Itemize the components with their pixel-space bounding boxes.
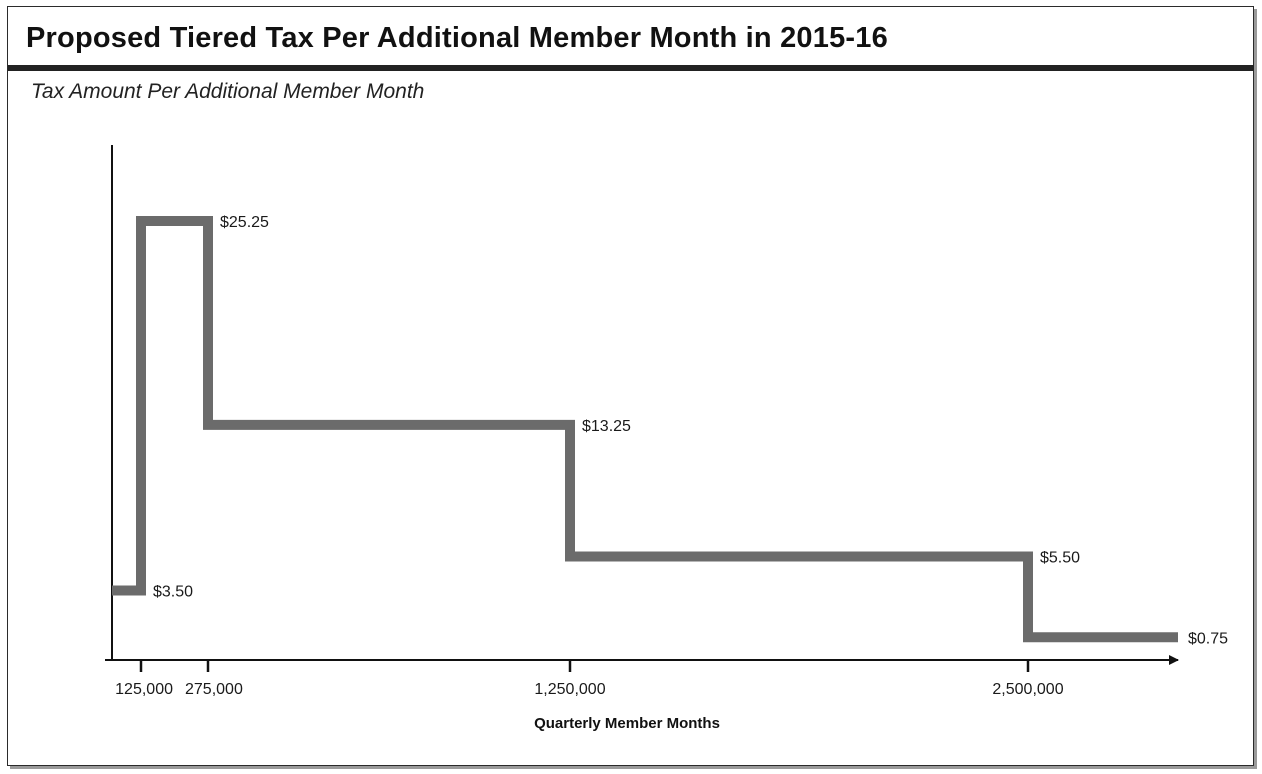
x-tick-label: 2,500,000 xyxy=(992,681,1063,698)
tier-value-labels: $3.50 $25.25 $13.25 $5.50 $0.75 xyxy=(153,214,1228,647)
tier-value-label: $25.25 xyxy=(220,214,269,231)
tax-step-line xyxy=(112,216,1178,643)
chart-subtitle: Tax Amount Per Additional Member Month xyxy=(31,80,425,103)
tier-value-label: $5.50 xyxy=(1040,550,1080,567)
x-tick-label: 1,250,000 xyxy=(534,681,605,698)
tier-value-label: $13.25 xyxy=(582,418,631,435)
tier-value-label: $0.75 xyxy=(1188,630,1228,647)
x-axis-title: Quarterly Member Months xyxy=(534,715,720,732)
x-tick-label: 275,000 xyxy=(185,681,243,698)
x-tick-label: 125,000 xyxy=(115,681,173,698)
x-ticks: 125,000 275,000 1,250,000 2,500,000 xyxy=(115,660,1064,698)
chart-title: Proposed Tiered Tax Per Additional Membe… xyxy=(26,22,888,54)
tier-value-label: $3.50 xyxy=(153,584,193,601)
title-divider xyxy=(8,65,1254,71)
